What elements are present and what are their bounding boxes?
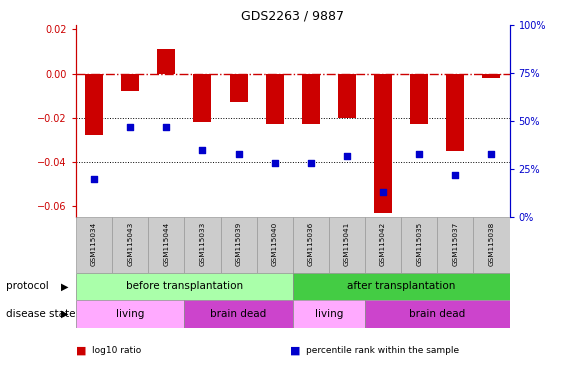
Bar <box>85 73 103 135</box>
Point <box>378 189 387 195</box>
Bar <box>302 73 320 124</box>
FancyBboxPatch shape <box>185 300 293 328</box>
Text: percentile rank within the sample: percentile rank within the sample <box>306 346 459 356</box>
Text: GSM115037: GSM115037 <box>452 222 458 266</box>
Bar <box>446 73 464 151</box>
FancyBboxPatch shape <box>112 217 148 273</box>
Text: ■: ■ <box>76 346 87 356</box>
Text: GSM115038: GSM115038 <box>489 222 494 266</box>
Point <box>342 152 351 159</box>
Text: GSM115041: GSM115041 <box>344 222 350 266</box>
FancyBboxPatch shape <box>257 217 293 273</box>
Text: living: living <box>315 309 343 319</box>
Text: GSM115033: GSM115033 <box>199 222 205 266</box>
Point <box>306 160 315 166</box>
Point <box>126 124 135 130</box>
Point <box>270 160 279 166</box>
Text: GSM115035: GSM115035 <box>416 222 422 266</box>
Text: brain dead: brain dead <box>409 309 466 319</box>
Bar <box>230 73 248 102</box>
FancyBboxPatch shape <box>148 217 185 273</box>
FancyBboxPatch shape <box>293 300 365 328</box>
FancyBboxPatch shape <box>473 217 510 273</box>
Text: ■: ■ <box>290 346 301 356</box>
Point <box>234 151 243 157</box>
Bar <box>338 73 356 118</box>
Text: after transplantation: after transplantation <box>347 281 455 291</box>
Text: living: living <box>116 309 144 319</box>
Bar <box>121 73 139 91</box>
Bar <box>266 73 284 124</box>
Text: protocol: protocol <box>6 281 48 291</box>
Bar <box>374 73 392 213</box>
Text: GSM115040: GSM115040 <box>272 222 278 266</box>
Bar <box>482 73 501 78</box>
FancyBboxPatch shape <box>401 217 437 273</box>
FancyBboxPatch shape <box>185 217 221 273</box>
Text: log10 ratio: log10 ratio <box>92 346 141 356</box>
FancyBboxPatch shape <box>437 217 473 273</box>
FancyBboxPatch shape <box>365 217 401 273</box>
Text: disease state: disease state <box>6 309 75 319</box>
Point <box>487 151 496 157</box>
Point <box>198 147 207 153</box>
Text: ▶: ▶ <box>61 309 69 319</box>
Bar <box>157 49 175 73</box>
FancyBboxPatch shape <box>76 273 293 300</box>
FancyBboxPatch shape <box>293 273 510 300</box>
Bar <box>194 73 212 122</box>
Text: ▶: ▶ <box>61 281 69 291</box>
Point <box>162 124 171 130</box>
Text: GSM115039: GSM115039 <box>235 222 242 266</box>
FancyBboxPatch shape <box>365 300 510 328</box>
FancyBboxPatch shape <box>293 217 329 273</box>
Point <box>415 151 424 157</box>
Point <box>451 172 460 178</box>
Text: before transplantation: before transplantation <box>126 281 243 291</box>
FancyBboxPatch shape <box>221 217 257 273</box>
Text: GSM115043: GSM115043 <box>127 222 133 266</box>
Bar <box>410 73 428 124</box>
FancyBboxPatch shape <box>76 217 112 273</box>
Title: GDS2263 / 9887: GDS2263 / 9887 <box>242 9 344 22</box>
Text: brain dead: brain dead <box>211 309 267 319</box>
FancyBboxPatch shape <box>76 300 185 328</box>
Text: GSM115042: GSM115042 <box>380 222 386 266</box>
FancyBboxPatch shape <box>329 217 365 273</box>
Text: GSM115034: GSM115034 <box>91 222 97 266</box>
Text: GSM115044: GSM115044 <box>163 222 169 266</box>
Point <box>90 175 99 182</box>
Text: GSM115036: GSM115036 <box>308 222 314 266</box>
